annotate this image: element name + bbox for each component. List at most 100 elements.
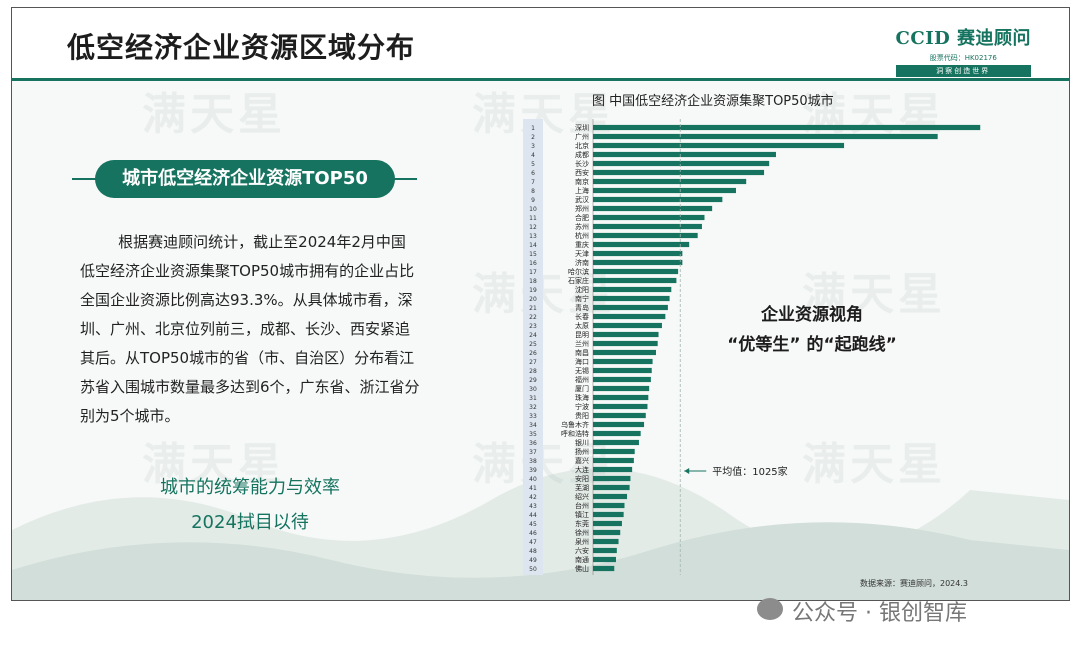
rank-label: 17 bbox=[529, 269, 537, 276]
city-label: 海口 bbox=[575, 357, 589, 366]
header-divider bbox=[12, 78, 1069, 81]
rank-label: 48 bbox=[529, 548, 537, 555]
wechat-icon bbox=[757, 598, 783, 620]
average-arrowhead bbox=[684, 468, 690, 474]
city-label: 合肥 bbox=[575, 213, 589, 222]
city-label: 南昌 bbox=[575, 348, 589, 357]
city-label: 六安 bbox=[575, 546, 589, 555]
bar bbox=[593, 556, 616, 563]
rank-label: 4 bbox=[531, 152, 535, 159]
city-label: 长沙 bbox=[575, 159, 589, 168]
rank-label: 27 bbox=[529, 359, 537, 366]
city-label: 福州 bbox=[575, 375, 589, 384]
city-label: 沈阳 bbox=[575, 285, 589, 294]
rank-label: 30 bbox=[529, 386, 537, 393]
rank-label: 33 bbox=[529, 413, 537, 420]
bar bbox=[593, 394, 649, 401]
city-label: 广州 bbox=[575, 132, 589, 141]
rank-label: 13 bbox=[529, 233, 537, 240]
city-label: 呼和浩特 bbox=[561, 429, 589, 438]
bar bbox=[593, 313, 666, 320]
body-paragraph: 根据赛迪顾问统计，截止至2024年2月中国低空经济企业资源集聚TOP50城市拥有… bbox=[80, 233, 420, 425]
rank-label: 1 bbox=[531, 125, 535, 132]
city-label: 厦门 bbox=[575, 384, 589, 393]
rank-label: 21 bbox=[529, 305, 537, 312]
rank-label: 47 bbox=[529, 539, 537, 546]
rank-column bbox=[523, 119, 543, 575]
bar bbox=[593, 493, 628, 500]
bar bbox=[593, 178, 747, 185]
rank-label: 41 bbox=[529, 485, 537, 492]
city-label: 南宁 bbox=[575, 294, 589, 303]
rank-label: 26 bbox=[529, 350, 537, 357]
rank-label: 40 bbox=[529, 476, 537, 483]
city-label: 苏州 bbox=[575, 222, 589, 231]
slide: 满天星 满天星 满天星 满天星 满天星 满天星 满天星 满天星 低空经济企业资源… bbox=[11, 7, 1070, 601]
bar bbox=[593, 187, 736, 194]
city-label: 北京 bbox=[575, 141, 589, 150]
rank-label: 23 bbox=[529, 323, 537, 330]
rank-label: 22 bbox=[529, 314, 537, 321]
bar bbox=[593, 547, 617, 554]
rank-label: 34 bbox=[529, 422, 537, 429]
rank-label: 10 bbox=[529, 206, 537, 213]
city-label: 南京 bbox=[575, 177, 589, 186]
perspective-line-1: 企业资源视角 bbox=[761, 305, 863, 325]
rank-label: 5 bbox=[531, 161, 535, 168]
rank-label: 50 bbox=[529, 566, 537, 573]
city-label: 上海 bbox=[575, 186, 589, 195]
bar bbox=[593, 160, 770, 167]
city-label: 郑州 bbox=[575, 205, 589, 213]
rank-label: 35 bbox=[529, 431, 537, 438]
chart-title: 图 中国低空经济企业资源集聚TOP50城市 bbox=[592, 94, 834, 109]
bar bbox=[593, 286, 672, 293]
bar bbox=[593, 340, 658, 347]
bar bbox=[593, 214, 705, 221]
rank-label: 46 bbox=[529, 530, 537, 537]
city-label: 西安 bbox=[575, 168, 589, 177]
city-label: 台州 bbox=[575, 501, 589, 510]
bar bbox=[593, 349, 656, 356]
rank-label: 42 bbox=[529, 494, 537, 501]
city-label: 南通 bbox=[575, 555, 589, 564]
city-label: 嘉兴 bbox=[575, 456, 589, 465]
city-label: 济南 bbox=[575, 258, 589, 267]
city-label: 长春 bbox=[575, 312, 589, 321]
bar bbox=[593, 520, 622, 527]
city-label: 太原 bbox=[575, 321, 589, 330]
rank-label: 28 bbox=[529, 368, 537, 375]
bar bbox=[593, 511, 624, 518]
bar bbox=[593, 385, 650, 392]
rank-label: 19 bbox=[529, 287, 537, 294]
logo-code: 股票代码：HK02176 bbox=[929, 54, 997, 62]
rank-label: 14 bbox=[529, 242, 537, 249]
bar bbox=[593, 430, 641, 437]
city-label: 徐州 bbox=[575, 528, 589, 537]
rank-label: 45 bbox=[529, 521, 537, 528]
bar bbox=[593, 421, 645, 428]
city-label: 宁波 bbox=[575, 402, 589, 411]
rank-label: 12 bbox=[529, 224, 537, 231]
bar bbox=[593, 196, 723, 203]
city-label: 佛山 bbox=[575, 564, 589, 573]
bar bbox=[593, 322, 662, 329]
slogan-line-2: 2024拭目以待 bbox=[191, 512, 309, 533]
city-label: 成都 bbox=[575, 150, 589, 159]
bar bbox=[593, 484, 630, 491]
rank-label: 11 bbox=[529, 215, 537, 222]
bar bbox=[593, 565, 615, 572]
bar bbox=[593, 466, 633, 473]
rank-label: 24 bbox=[529, 332, 537, 339]
city-label: 扬州 bbox=[575, 447, 589, 456]
slogan-line-1: 城市的统筹能力与效率 bbox=[160, 477, 340, 498]
bar bbox=[593, 529, 621, 536]
city-label: 银川 bbox=[575, 438, 589, 447]
data-source: 数据来源：赛迪顾问，2024.3 bbox=[860, 579, 968, 588]
city-label: 大连 bbox=[575, 465, 589, 474]
bar bbox=[593, 403, 648, 410]
bar bbox=[593, 376, 651, 383]
city-label: 重庆 bbox=[575, 240, 589, 249]
rank-label: 20 bbox=[529, 296, 537, 303]
bar bbox=[593, 295, 670, 302]
bar bbox=[593, 151, 776, 158]
